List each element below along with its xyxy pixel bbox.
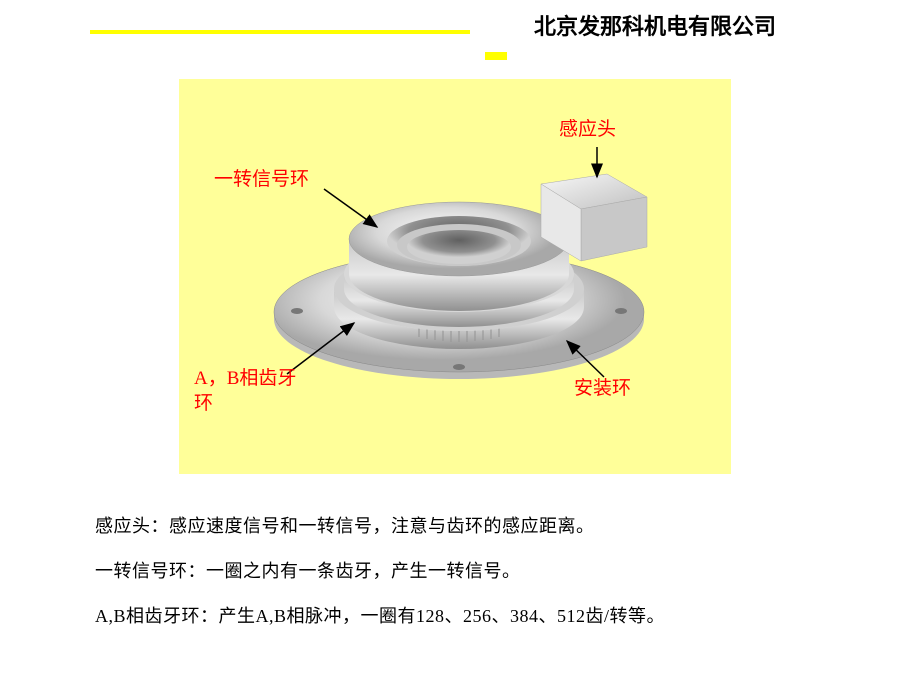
diagram-panel: 感应头 一转信号环 A，B相齿牙环 安装环 — [179, 79, 731, 474]
label-ab-ring: A，B相齿牙环 — [194, 367, 314, 416]
header-accent-line — [90, 30, 470, 34]
header-accent-block — [485, 52, 507, 60]
body-line-1: 感应头：感应速度信号和一转信号，注意与齿环的感应距离。 — [95, 512, 595, 538]
label-signal-ring: 一转信号环 — [214, 168, 309, 193]
body-line-2: 一转信号环：一圈之内有一条齿牙，产生一转信号。 — [95, 557, 521, 583]
label-mount-ring: 安装环 — [574, 377, 631, 402]
body-line-3: A,B相齿牙环：产生A,B相脉冲，一圈有128、256、384、512齿/转等。 — [95, 602, 665, 628]
label-sensor-head: 感应头 — [559, 118, 616, 143]
company-title: 北京发那科机电有限公司 — [525, 12, 785, 43]
